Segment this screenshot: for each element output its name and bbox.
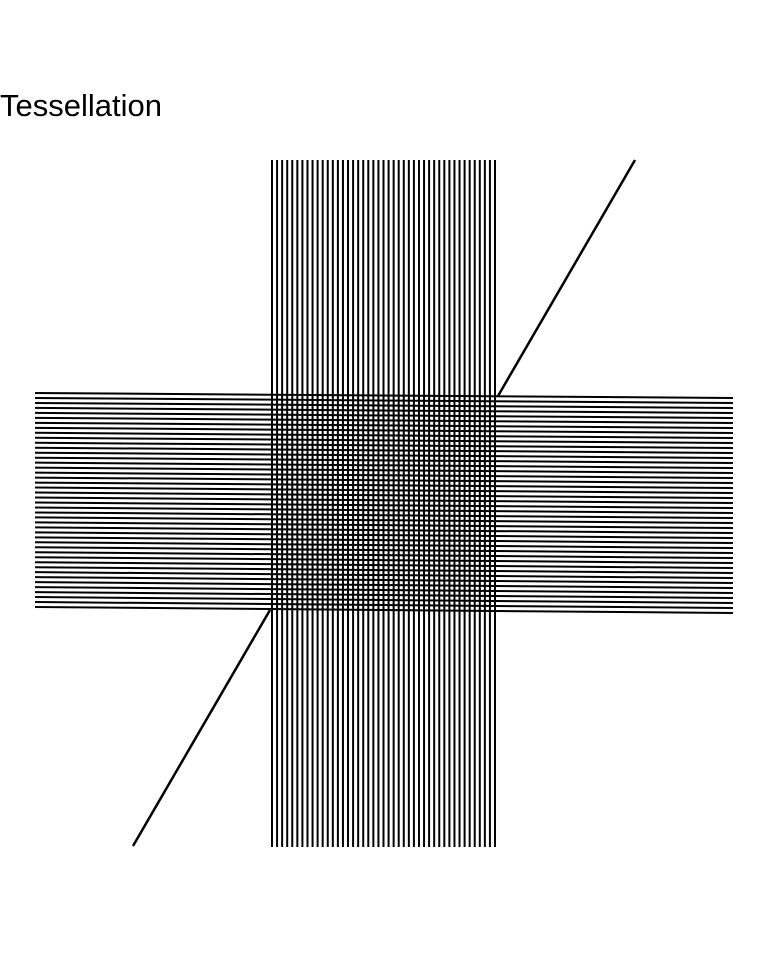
horizontal-line [34,456,734,464]
horizontal-line [34,516,734,524]
horizontal-line [34,606,734,614]
horizontal-line [34,581,734,589]
diagonal-line-group [131,159,637,847]
horizontal-line [34,481,734,489]
horizontal-line [34,466,734,474]
horizontal-line [34,601,734,609]
horizontal-line [34,506,734,514]
horizontal-line [34,461,734,469]
diagonal-line-upper [496,159,637,397]
horizontal-line [34,426,734,434]
horizontal-line [34,406,734,414]
horizontal-line [34,446,734,454]
horizontal-line [34,556,734,564]
horizontal-line [34,591,734,599]
horizontal-line [34,531,734,539]
horizontal-line [34,501,734,509]
page-title: Tessellation [0,88,162,123]
horizontal-line [34,551,734,559]
horizontal-line [34,526,734,534]
vertical-band [271,160,496,847]
horizontal-line [34,576,734,584]
horizontal-line [34,536,734,544]
horizontal-line [34,471,734,479]
horizontal-line [34,486,734,494]
horizontal-line [34,566,734,574]
diagonal-line-lower [131,609,272,847]
horizontal-line [34,511,734,519]
horizontal-line [34,496,734,504]
horizontal-line [34,436,734,444]
horizontal-line [34,561,734,569]
horizontal-line [34,431,734,439]
horizontal-line [34,491,734,499]
horizontal-line [34,546,734,554]
horizontal-line [34,416,734,424]
horizontal-band [34,392,734,614]
horizontal-line [34,451,734,459]
horizontal-line [34,586,734,594]
horizontal-line [34,396,734,404]
horizontal-line [34,571,734,579]
horizontal-line [34,521,734,529]
horizontal-line [34,392,734,399]
horizontal-line [34,421,734,429]
horizontal-line [34,401,734,409]
horizontal-line [34,411,734,419]
horizontal-line [34,596,734,604]
horizontal-line [34,476,734,484]
horizontal-line [34,541,734,549]
horizontal-line [34,441,734,449]
